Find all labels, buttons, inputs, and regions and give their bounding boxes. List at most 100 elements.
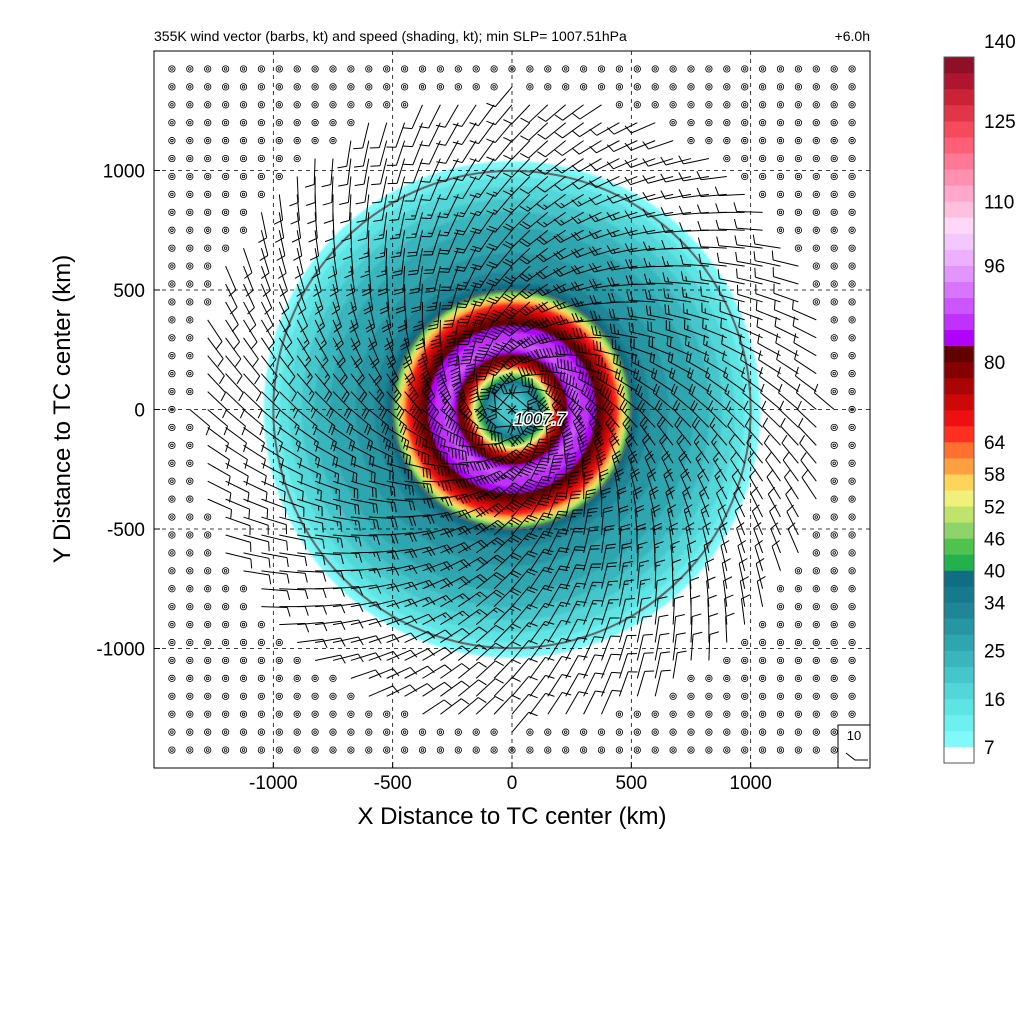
wind-barb <box>678 205 709 216</box>
wind-barb <box>787 522 799 554</box>
wind-barb <box>599 383 620 410</box>
wind-barb <box>601 524 615 553</box>
calm-barb <box>544 746 552 754</box>
calm-barb-inner <box>832 569 836 573</box>
calm-barb <box>776 208 785 216</box>
wind-barb <box>386 615 418 626</box>
calm-barb-inner <box>170 443 174 448</box>
calm-barb-inner <box>205 730 210 734</box>
wind-barb <box>606 140 638 153</box>
y-tick-label: 500 <box>113 281 145 302</box>
calm-barb-inner <box>241 694 246 698</box>
wind-barb <box>332 409 354 436</box>
calm-barb-inner <box>814 210 818 215</box>
calm-barb <box>508 746 516 754</box>
calm-barb <box>776 172 785 181</box>
wind-barb <box>697 468 710 500</box>
calm-barb <box>687 101 695 109</box>
calm-barb-inner <box>259 192 264 197</box>
calm-barb <box>239 101 248 109</box>
colorbar-swatch <box>944 153 974 170</box>
wind-barb <box>759 367 781 392</box>
wind-barb <box>296 409 318 436</box>
calm-barb <box>436 83 444 91</box>
calm-barb <box>758 692 767 700</box>
wind-barb <box>712 451 728 482</box>
calm-barb <box>651 746 659 754</box>
calm-barb <box>222 137 230 145</box>
wind-barb <box>642 140 674 150</box>
wind-barb <box>279 534 307 550</box>
calm-barb-inner <box>313 120 317 125</box>
calm-barb <box>687 65 695 73</box>
wind-barb <box>588 279 620 289</box>
calm-barb-inner <box>814 587 818 591</box>
wind-barb <box>707 400 728 428</box>
wind-barb <box>315 534 344 548</box>
wind-barb <box>399 319 410 351</box>
wind-barb <box>511 693 538 715</box>
calm-barb-inner <box>188 318 192 322</box>
calm-barb-inner <box>814 694 818 698</box>
calm-barb <box>544 83 552 91</box>
calm-barb <box>472 746 480 754</box>
wind-barb <box>728 434 746 464</box>
wind-barb <box>672 632 686 661</box>
calm-barb-inner <box>385 748 389 752</box>
calm-barb <box>293 119 301 127</box>
calm-barb-inner <box>277 174 281 179</box>
calm-barb <box>257 172 265 181</box>
wind-barb <box>259 230 269 261</box>
calm-barb <box>812 244 820 252</box>
wind-barb <box>279 552 308 567</box>
wind-barb <box>189 409 211 436</box>
wind-barb <box>261 427 283 452</box>
wind-barb <box>570 297 602 307</box>
calm-barb-inner <box>367 730 371 734</box>
calm-barb-inner <box>832 336 836 340</box>
calm-barb <box>579 83 588 91</box>
colorbar-label: 40 <box>984 561 1005 582</box>
wind-barb <box>243 283 255 315</box>
calm-barb <box>812 638 820 647</box>
calm-barb <box>848 298 856 306</box>
wind-barb <box>607 293 638 303</box>
calm-barb-inner <box>850 138 854 143</box>
calm-barb-inner <box>760 174 765 179</box>
wind-barb <box>601 635 621 661</box>
wind-barb <box>207 373 226 402</box>
wind-barb <box>327 248 338 279</box>
calm-barb-inner <box>796 748 801 752</box>
wind-barb <box>627 450 638 482</box>
wind-barb <box>553 265 584 277</box>
calm-barb-inner <box>188 425 192 430</box>
wind-barb <box>243 516 269 535</box>
wind-barb <box>314 373 333 402</box>
calm-barb-inner <box>277 748 281 752</box>
calm-barb-inner <box>492 748 496 752</box>
wind-barb <box>715 203 745 213</box>
wind-barb <box>701 302 727 321</box>
calm-barb <box>293 746 301 754</box>
calm-barb-inner <box>241 156 246 161</box>
wind-barb <box>554 344 584 357</box>
wind-barb <box>261 409 282 436</box>
wind-barb <box>406 230 423 257</box>
wind-barb <box>207 391 228 419</box>
wind-barb <box>618 671 638 697</box>
calm-barb-inner <box>188 67 192 71</box>
calm-barb <box>723 710 731 718</box>
calm-barb <box>776 65 785 73</box>
calm-barb <box>812 208 820 216</box>
calm-barb <box>275 119 283 127</box>
calm-barb <box>204 674 212 682</box>
wind-barb <box>314 654 346 664</box>
wind-barb <box>537 122 567 140</box>
calm-barb-inner <box>170 246 174 250</box>
wind-barb <box>643 273 674 285</box>
wind-barb <box>447 337 459 367</box>
wind-barb <box>572 327 602 339</box>
wind-barb <box>565 691 589 715</box>
calm-barb <box>723 746 731 754</box>
calm-barb <box>204 137 212 145</box>
